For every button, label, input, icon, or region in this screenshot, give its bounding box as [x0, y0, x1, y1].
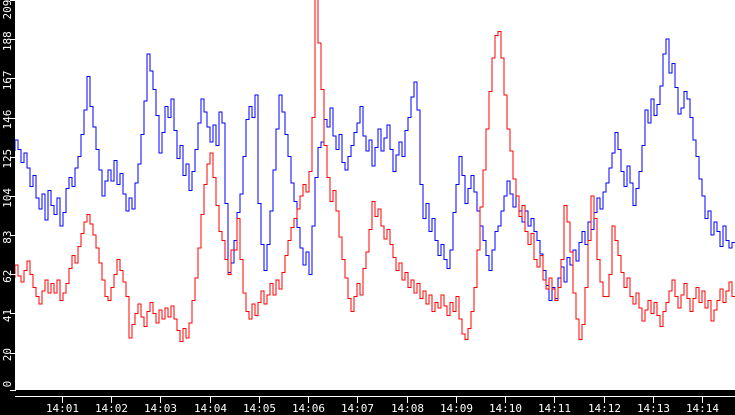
x-tick-label: 14:07: [341, 402, 374, 415]
blue-series-line: [15, 38, 735, 301]
x-tick-label: 14:13: [637, 402, 670, 415]
x-tick-label: 14:14: [686, 402, 719, 415]
x-tick-label: 14:08: [391, 402, 424, 415]
y-tick-label: 41: [1, 309, 14, 322]
x-tick-label: 14:01: [46, 402, 79, 415]
y-tick-label: 62: [1, 270, 14, 283]
plot-area: [15, 0, 735, 390]
y-tick-label: 104: [1, 188, 14, 208]
x-tick-label: 14:04: [194, 402, 227, 415]
y-tick-label: 20: [1, 348, 14, 361]
x-tick-label: 14:11: [538, 402, 571, 415]
x-axis: 14:01 14:02 14:03 14:04 14:05 14:06 14:07 14:08…: [15, 396, 735, 415]
y-tick-label: 209: [1, 0, 14, 19]
x-tick-label: 14:03: [144, 402, 177, 415]
y-tick-label: 188: [1, 31, 14, 51]
x-tick-label: 14:09: [440, 402, 473, 415]
series-lines: [15, 0, 735, 342]
red-series-line: [15, 0, 735, 342]
y-tick-label: 0: [1, 381, 14, 388]
y-tick-label: 125: [1, 149, 14, 169]
y-tick-label: 146: [1, 110, 14, 130]
x-tick-label: 14:10: [489, 402, 522, 415]
x-tick-label: 14:05: [243, 402, 276, 415]
y-tick-label: 167: [1, 70, 14, 90]
x-tick-label: 14:02: [95, 402, 128, 415]
y-tick-label: 83: [1, 230, 14, 243]
y-axis: 0 20 41 62 83 104 125 146 167 188 209: [1, 0, 16, 391]
x-tick-label: 14:12: [588, 402, 621, 415]
x-tick-label: 14:06: [292, 402, 325, 415]
